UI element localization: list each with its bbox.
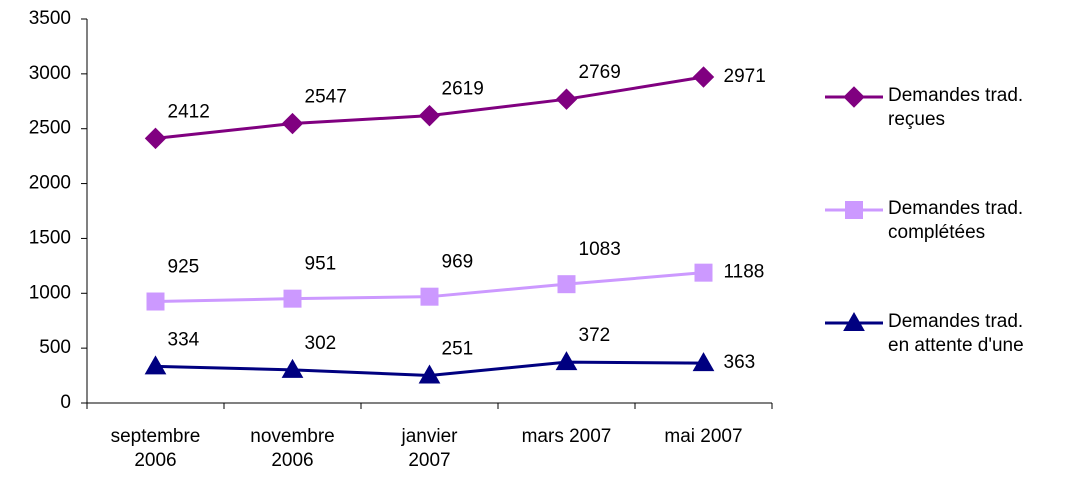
marker — [692, 352, 715, 372]
y-tick-label: 1500 — [29, 227, 71, 248]
data-label: 951 — [305, 254, 337, 275]
x-tick-label: mars 2007 — [521, 426, 612, 447]
data-label: 2971 — [724, 66, 766, 87]
data-label: 363 — [724, 352, 756, 373]
data-label: 969 — [442, 252, 474, 273]
marker — [144, 127, 167, 150]
marker — [144, 355, 167, 375]
marker — [281, 358, 304, 378]
marker — [281, 112, 304, 135]
marker — [418, 104, 441, 127]
x-tick-label: mai 2007 — [664, 426, 743, 447]
marker — [843, 86, 865, 108]
marker — [146, 292, 165, 311]
y-tick-label: 3500 — [29, 8, 71, 29]
marker — [843, 311, 865, 331]
data-label: 251 — [442, 338, 474, 359]
marker — [555, 88, 578, 110]
y-tick-label: 2500 — [29, 118, 71, 139]
marker — [555, 351, 578, 371]
x-tick-label: janvier 2007 — [401, 426, 458, 471]
x-tick-label: novembre 2006 — [250, 426, 335, 471]
legend-label: Demandes trad. reçues — [888, 85, 1024, 130]
data-label: 1083 — [579, 239, 621, 260]
data-label: 1188 — [724, 262, 765, 283]
y-tick-label: 500 — [39, 337, 71, 358]
data-label: 2769 — [579, 62, 621, 83]
data-label: 2412 — [168, 101, 210, 122]
data-label: 372 — [579, 325, 611, 346]
y-tick-label: 2000 — [29, 173, 71, 194]
data-label: 302 — [305, 333, 337, 354]
data-label: 2547 — [305, 87, 347, 108]
y-tick-label: 1000 — [29, 282, 71, 303]
y-tick-label: 3000 — [29, 63, 71, 84]
marker — [694, 263, 713, 282]
legend-label: Demandes trad. complétées — [888, 198, 1024, 243]
marker — [420, 287, 439, 306]
data-label: 334 — [168, 329, 200, 350]
y-tick-label: 0 — [60, 392, 71, 413]
marker — [845, 201, 863, 219]
data-label: 2619 — [442, 79, 484, 100]
marker — [557, 275, 576, 294]
data-label: 925 — [168, 257, 200, 278]
marker — [418, 364, 441, 384]
legend-label: Demandes trad. en attente d'une — [888, 311, 1024, 356]
marker — [692, 66, 715, 88]
marker — [283, 289, 302, 308]
x-tick-label: septembre 2006 — [110, 426, 201, 471]
